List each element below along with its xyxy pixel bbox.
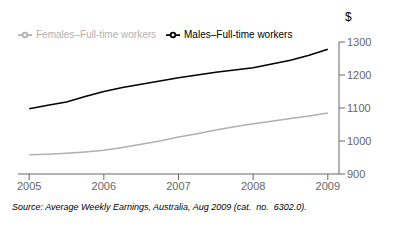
svg-text:2005: 2005 (17, 180, 41, 192)
svg-text:1200: 1200 (347, 69, 371, 81)
svg-text:2008: 2008 (241, 180, 265, 192)
html-text:Females–Full-time workers: Females–Full-time workers (36, 28, 156, 40)
svg-text:2006: 2006 (92, 180, 116, 192)
svg-text:1300: 1300 (347, 36, 371, 48)
html-text:Males–Full-time workers: Males–Full-time workers (184, 28, 293, 40)
svg-text:2007: 2007 (166, 180, 190, 192)
svg-text:1000: 1000 (347, 135, 371, 147)
svg-text:2009: 2009 (316, 180, 340, 192)
svg-text:1100: 1100 (347, 102, 371, 114)
html-text:Source: Average Weekly Earning: Source: Average Weekly Earnings, Austral… (12, 202, 307, 212)
svg-text:900: 900 (347, 168, 365, 180)
